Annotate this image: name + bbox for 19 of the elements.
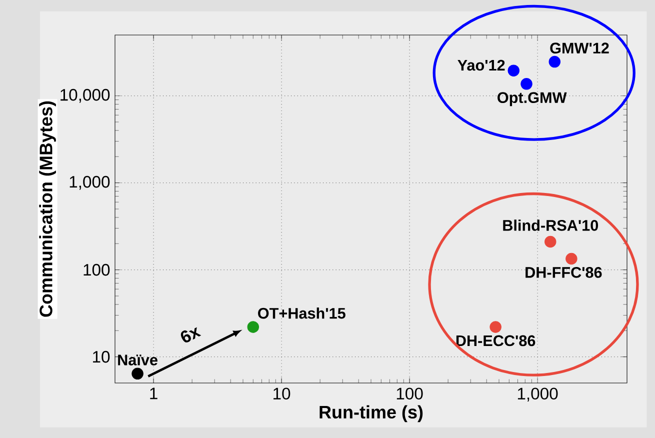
x-axis-title: Run-time (s) bbox=[320, 405, 423, 422]
y-tick-label: 10,000 bbox=[60, 88, 110, 103]
annotation: GMW'12 bbox=[550, 42, 609, 54]
annotation: Blind-RSA'10 bbox=[503, 220, 598, 231]
x-tick-label: 100 bbox=[396, 388, 423, 400]
annotation: 6x bbox=[180, 327, 202, 342]
annotation: DH-FFC'86 bbox=[526, 267, 602, 278]
annotation: OT+Hash'15 bbox=[258, 308, 346, 319]
x-tick-label: 1,000 bbox=[518, 388, 558, 402]
y-axis-title: Communication (MBytes) bbox=[39, 101, 56, 317]
annotation: Yao'12 bbox=[458, 60, 505, 71]
annotation: Naïve bbox=[118, 354, 158, 366]
x-tick-label: 10 bbox=[274, 388, 290, 400]
annotation: DH-ECC'86 bbox=[456, 335, 536, 346]
y-tick-label: 10 bbox=[93, 350, 110, 363]
y-tick-label: 100 bbox=[84, 264, 110, 276]
y-tick-label: 1,000 bbox=[70, 176, 110, 190]
annotation: Opt.GMW bbox=[498, 92, 567, 106]
x-tick-label: 1 bbox=[150, 388, 158, 400]
